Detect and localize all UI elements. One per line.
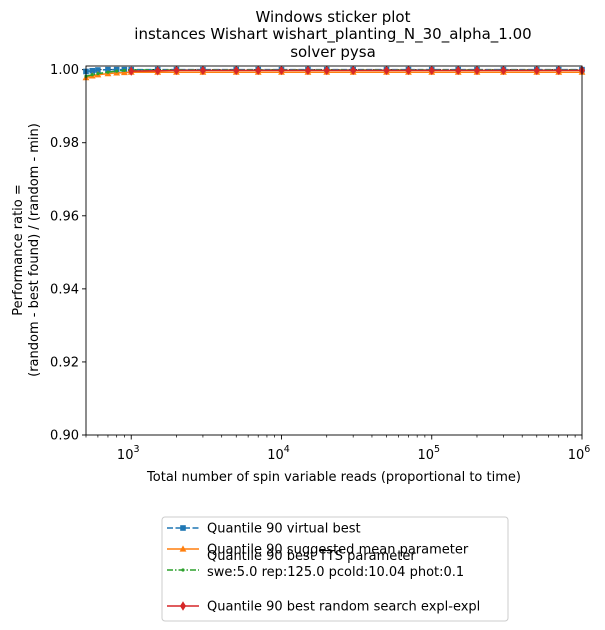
legend-marker (180, 525, 186, 531)
y-tick-label: 0.96 (50, 209, 79, 224)
series-line (131, 69, 582, 72)
legend-label: Quantile 90 suggested mean parameter (207, 543, 469, 558)
y-tick-label: 0.90 (50, 429, 79, 444)
y-tick-label: 0.98 (50, 136, 79, 151)
y-axis: 0.90 0.92 0.94 0.96 0.98 1.00 (50, 63, 86, 444)
plot-background (86, 66, 582, 435)
data-point (323, 65, 330, 76)
data-point (95, 67, 101, 73)
chart-title-line-2: instances Wishart wishart_planting_N_30_… (134, 25, 531, 44)
x-tick-label: 104 (267, 444, 290, 463)
data-point (199, 65, 206, 76)
y-axis-label: Performance ratio = (random - best found… (11, 123, 42, 377)
y-tick-label: 1.00 (50, 63, 79, 78)
x-axis: 103 104 105 106 (85, 435, 591, 463)
legend-item-3: Quantile 90 best TTS parameter swe:5.0 re… (167, 549, 464, 580)
data-point (90, 73, 94, 77)
x-tick-label: 105 (417, 444, 440, 463)
data-point (350, 65, 357, 76)
x-tick-base: 10 (568, 448, 585, 463)
data-point (106, 70, 110, 74)
data-point (255, 65, 262, 76)
data-point (455, 65, 462, 76)
legend-item-2: Quantile 90 suggested mean parameter (167, 543, 469, 558)
data-point (122, 68, 126, 72)
x-tick-label: 103 (117, 444, 140, 463)
legend-marker (181, 568, 185, 572)
data-point (278, 65, 285, 76)
data-point (96, 72, 100, 76)
data-point (173, 65, 180, 76)
chart-title-line-3: solver pysa (290, 43, 376, 61)
x-axis-label: Total number of spin variable reads (pro… (146, 470, 521, 485)
legend-marker (180, 601, 186, 611)
x-tick-exponent: 5 (434, 444, 440, 455)
x-tick-exponent: 6 (584, 444, 590, 455)
y-axis-label-line-1: Performance ratio = (11, 184, 26, 316)
data-point (128, 66, 135, 76)
legend-label: Quantile 90 best random search expl-expl (207, 600, 480, 615)
legend-marker (179, 545, 187, 552)
data-point (533, 65, 540, 76)
y-tick-label: 0.94 (50, 282, 79, 297)
legend-label: Quantile 90 best TTS parameter swe:5.0 re… (207, 549, 464, 580)
legend-item-1: Quantile 90 virtual best (167, 522, 361, 537)
series-layer (82, 65, 586, 81)
data-point (233, 65, 240, 76)
legend-item-4: Quantile 90 best random search expl-expl (167, 600, 480, 615)
data-point (428, 65, 435, 76)
legend-box (161, 516, 509, 622)
x-tick-label: 106 (568, 444, 591, 463)
data-point (89, 67, 96, 74)
series-4 (128, 65, 585, 76)
data-point (304, 65, 311, 76)
chart-title-line-1: Windows sticker plot (256, 8, 411, 26)
data-point (473, 65, 480, 76)
x-tick-base: 10 (117, 448, 134, 463)
data-point (500, 65, 507, 76)
plot-frame (85, 65, 583, 436)
y-tick-label: 0.92 (50, 355, 79, 370)
legend-label: Quantile 90 virtual best (207, 522, 361, 537)
x-tick-exponent: 4 (284, 444, 290, 455)
legend: Quantile 90 virtual best Quantile 90 sugg… (161, 516, 509, 622)
data-point (405, 65, 412, 76)
data-point (154, 65, 161, 76)
x-tick-base: 10 (267, 448, 284, 463)
data-point (105, 66, 111, 73)
data-point (555, 65, 562, 76)
data-point (383, 65, 390, 76)
y-axis-label-line-2: (random - best found) / (random - min) (27, 123, 42, 377)
plot-area: 103 104 105 106 0.900.920.940.960.981.00 (50, 63, 590, 463)
data-point (120, 68, 128, 76)
data-point (115, 69, 119, 73)
x-tick-exponent: 3 (133, 444, 139, 455)
x-tick-base: 10 (417, 448, 434, 463)
